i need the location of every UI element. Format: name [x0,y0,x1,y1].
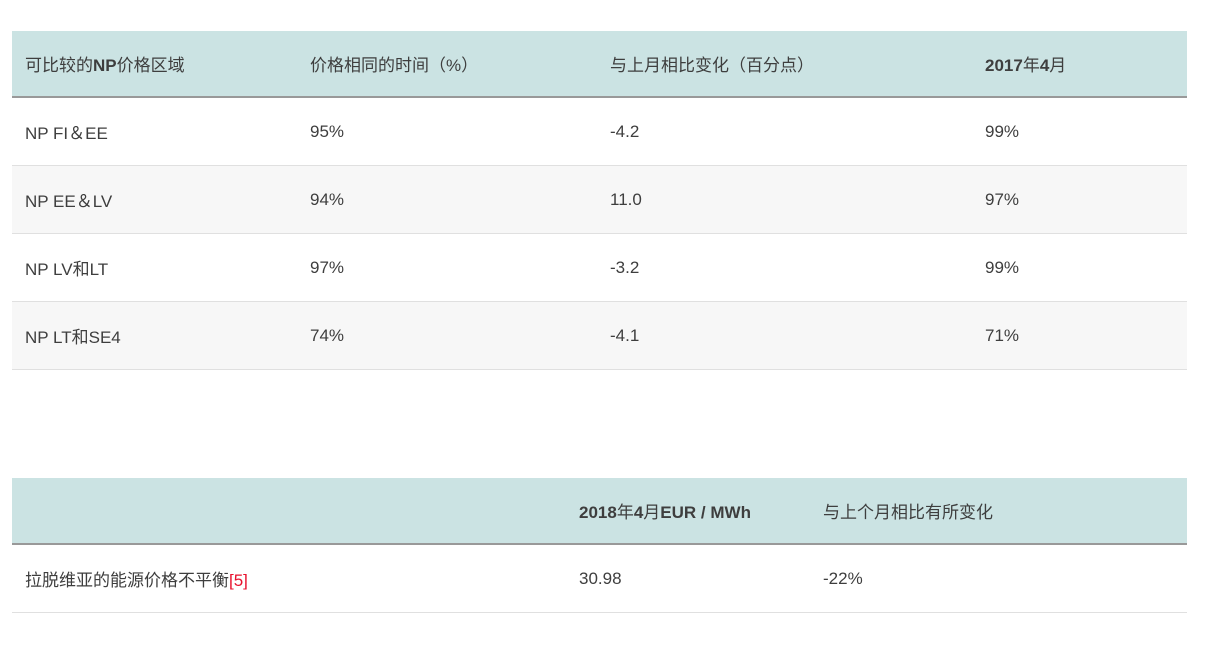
cell-april-2017: 71% [972,301,1187,370]
cell-area: NP LT和SE4 [12,301,297,370]
np-table-body: NP FI＆EE 95% -4.2 99% NP EE＆LV 94% 11.0 … [12,97,1187,370]
cell-change: -4.2 [597,97,972,166]
footnote-5-link[interactable]: [5] [229,571,248,590]
header-text: 2018年4月EUR / MWh [579,503,751,522]
cell-same-price-time: 94% [297,165,597,234]
header-april-2017: 2017年4月 [972,31,1187,98]
cell-change: -3.2 [597,233,972,302]
cell-april-2017: 99% [972,233,1187,302]
header-change-vs-last-month: 与上个月相比有所变化 [810,478,1187,545]
header-row: 可比较的NP价格区域 价格相同的时间（%） 与上月相比变化（百分点） 2017年… [12,31,1187,98]
cell-area: NP FI＆EE [12,97,297,166]
cell-april-2017: 97% [972,165,1187,234]
header-change-vs-last-month: 与上月相比变化（百分点） [597,31,972,98]
table-row: NP FI＆EE 95% -4.2 99% [12,97,1187,166]
header-text: 价格相同的时间（%） [310,56,479,75]
table-row: NP EE＆LV 94% 11.0 97% [12,165,1187,234]
header-text: 可比较的NP价格区域 [25,56,185,75]
table-row: NP LT和SE4 74% -4.1 71% [12,301,1187,370]
header-time-with-same-price: 价格相同的时间（%） [297,31,597,98]
latvia-imbalance-price-table: 2018年4月EUR / MWh 与上个月相比有所变化 拉脱维亚的能源价格不平衡… [12,478,1187,613]
cell-area: NP EE＆LV [12,165,297,234]
imbalance-table-body: 拉脱维亚的能源价格不平衡[5] 30.98 -22% [12,544,1187,613]
header-text: 与上月相比变化（百分点） [610,56,814,75]
cell-change: 11.0 [597,165,972,234]
header-comparable-np-price-areas: 可比较的NP价格区域 [12,31,297,98]
table-row: NP LV和LT 97% -3.2 99% [12,233,1187,302]
np-price-areas-table: 可比较的NP价格区域 价格相同的时间（%） 与上月相比变化（百分点） 2017年… [12,31,1187,370]
cell-change: -4.1 [597,301,972,370]
header-april-2018-eur-mwh: 2018年4月EUR / MWh [566,478,810,545]
page: 可比较的NP价格区域 价格相同的时间（%） 与上月相比变化（百分点） 2017年… [0,31,1209,669]
cell-label: 拉脱维亚的能源价格不平衡[5] [12,544,566,613]
cell-same-price-time: 95% [297,97,597,166]
cell-same-price-time: 97% [297,233,597,302]
cell-april-2017: 99% [972,97,1187,166]
cell-price: 30.98 [566,544,810,613]
cell-change: -22% [810,544,1187,613]
np-table-header: 可比较的NP价格区域 价格相同的时间（%） 与上月相比变化（百分点） 2017年… [12,31,1187,98]
imbalance-label: 拉脱维亚的能源价格不平衡 [25,571,229,590]
header-row: 2018年4月EUR / MWh 与上个月相比有所变化 [12,478,1187,545]
header-empty [12,478,566,545]
cell-same-price-time: 74% [297,301,597,370]
table-row: 拉脱维亚的能源价格不平衡[5] 30.98 -22% [12,544,1187,613]
header-text: 与上个月相比有所变化 [823,503,993,522]
imbalance-table-header: 2018年4月EUR / MWh 与上个月相比有所变化 [12,478,1187,545]
header-text: 2017年4月 [985,56,1067,75]
cell-area: NP LV和LT [12,233,297,302]
